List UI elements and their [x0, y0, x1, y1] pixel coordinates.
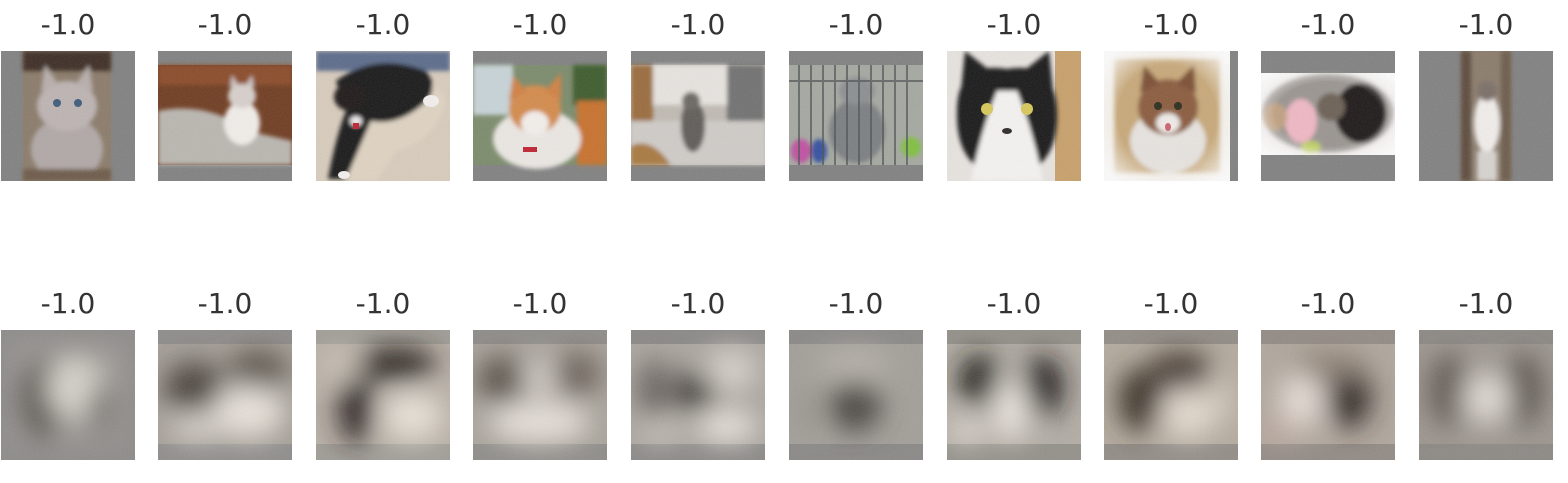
- reconstructed-image: [947, 330, 1081, 460]
- cat-image: [1104, 51, 1238, 181]
- reconstruction-4: -1.0: [473, 279, 607, 464]
- reconstructed-image: [1104, 330, 1238, 460]
- score-label: -1.0: [355, 287, 411, 320]
- reconstructed-image: [631, 330, 765, 460]
- score-label: -1.0: [40, 287, 96, 320]
- reconstructed-image: [1, 330, 135, 460]
- score-label: -1.0: [986, 287, 1042, 320]
- reconstructed-image: [316, 330, 450, 460]
- score-label: -1.0: [512, 287, 568, 320]
- score-label: -1.0: [197, 8, 253, 41]
- cat-image: [1, 51, 135, 181]
- reconstruction-5: -1.0: [631, 279, 765, 464]
- reconstruction-6: -1.0: [789, 279, 923, 464]
- sample-5: -1.0: [631, 0, 765, 185]
- cat-image: [947, 51, 1081, 181]
- reconstructed-image: [789, 330, 923, 460]
- reconstruction-2: -1.0: [158, 279, 292, 464]
- cat-image: [158, 51, 292, 181]
- sample-3: -1.0: [316, 0, 450, 185]
- score-label: -1.0: [1300, 8, 1356, 41]
- score-label: -1.0: [512, 8, 568, 41]
- score-label: -1.0: [670, 287, 726, 320]
- score-label: -1.0: [986, 8, 1042, 41]
- score-label: -1.0: [670, 8, 726, 41]
- reconstruction-9: -1.0: [1261, 279, 1395, 464]
- reconstructed-image: [1419, 330, 1553, 460]
- reconstructed-image: [473, 330, 607, 460]
- sample-7: -1.0: [947, 0, 1081, 185]
- reconstructed-image: [158, 330, 292, 460]
- score-label: -1.0: [828, 8, 884, 41]
- score-label: -1.0: [1458, 287, 1514, 320]
- score-label: -1.0: [828, 287, 884, 320]
- reconstruction-1: -1.0: [1, 279, 135, 464]
- score-label: -1.0: [1300, 287, 1356, 320]
- sample-4: -1.0: [473, 0, 607, 185]
- reconstruction-8: -1.0: [1104, 279, 1238, 464]
- score-label: -1.0: [1143, 287, 1199, 320]
- sample-10: -1.0: [1419, 0, 1553, 185]
- cat-image: [316, 51, 450, 181]
- cat-image: [789, 51, 923, 181]
- cat-image: [631, 51, 765, 181]
- score-label: -1.0: [197, 287, 253, 320]
- score-label: -1.0: [1458, 8, 1514, 41]
- reconstructed-image: [1261, 330, 1395, 460]
- sample-9: -1.0: [1261, 0, 1395, 185]
- score-label: -1.0: [40, 8, 96, 41]
- sample-2: -1.0: [158, 0, 292, 185]
- reconstruction-10: -1.0: [1419, 279, 1553, 464]
- score-label: -1.0: [355, 8, 411, 41]
- original-images-row: -1.0 -1.0: [0, 0, 1568, 200]
- score-label: -1.0: [1143, 8, 1199, 41]
- cat-image: [473, 51, 607, 181]
- reconstruction-3: -1.0: [316, 279, 450, 464]
- cat-image: [1261, 51, 1395, 181]
- reconstruction-images-row: -1.0 -1.0 -1.0: [0, 279, 1568, 479]
- sample-6: -1.0: [789, 0, 923, 185]
- reconstruction-7: -1.0: [947, 279, 1081, 464]
- sample-1: -1.0: [1, 0, 135, 185]
- cat-image: [1419, 51, 1553, 181]
- sample-8: -1.0: [1104, 0, 1238, 185]
